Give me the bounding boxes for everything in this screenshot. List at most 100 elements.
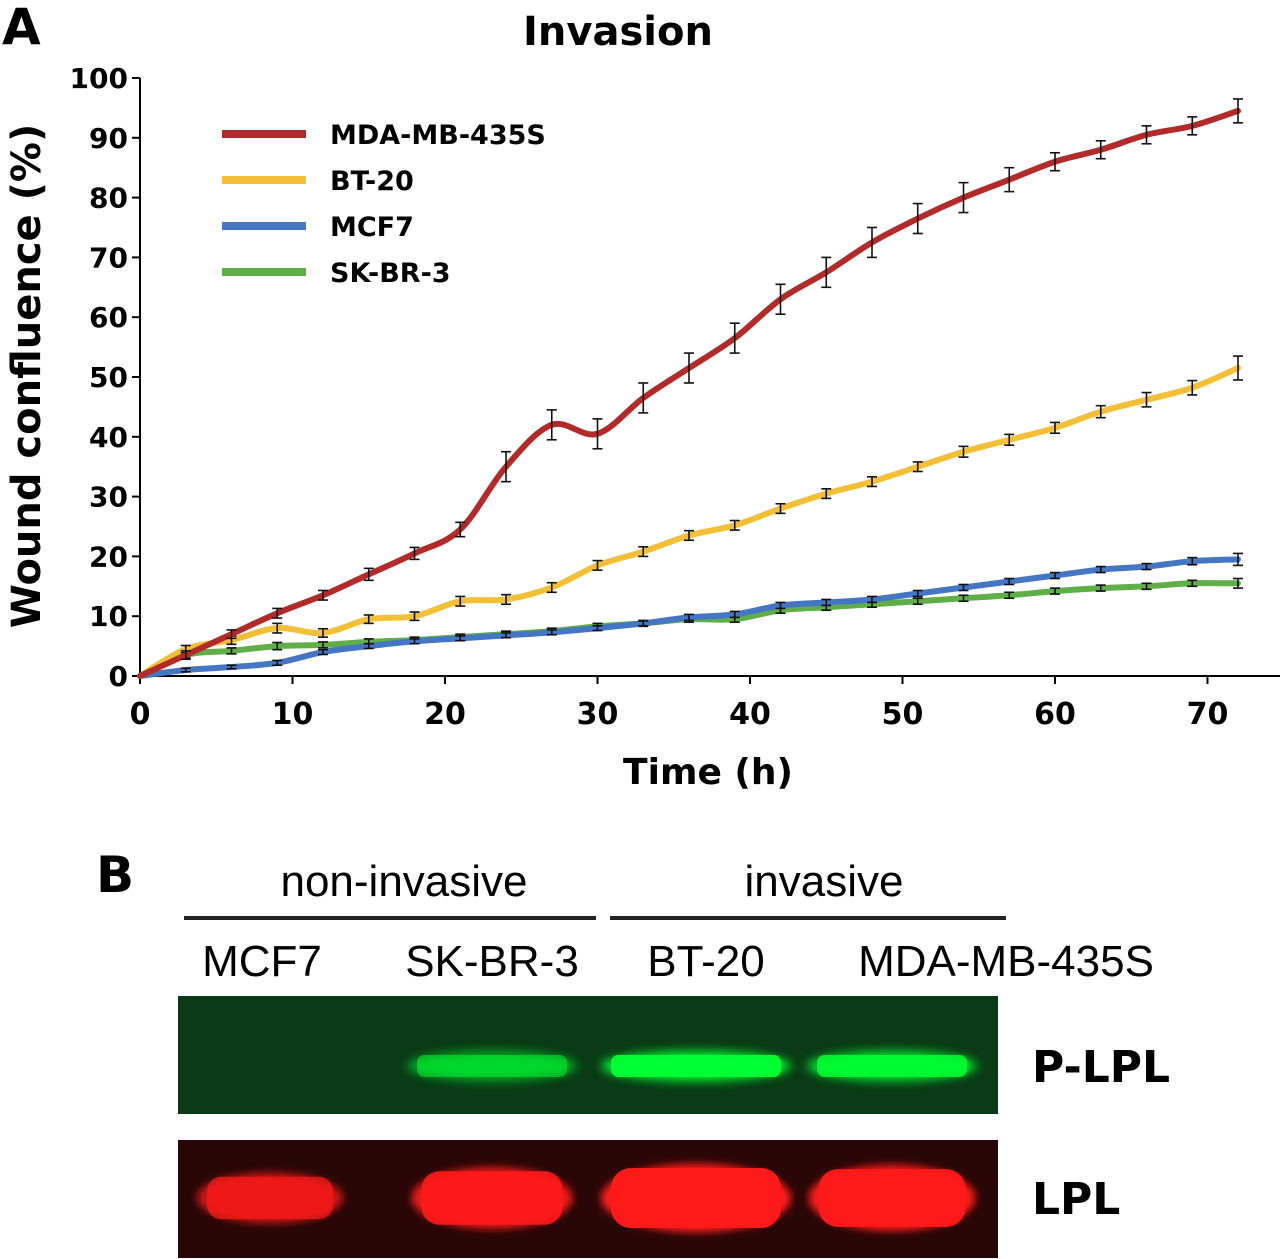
blot-row-p-lpl xyxy=(178,996,998,1114)
error-bar xyxy=(409,546,420,561)
legend-label-mcf7: MCF7 xyxy=(330,212,414,243)
blot-band-core xyxy=(818,1169,966,1227)
legend: MDA-MB-435S BT-20 MCF7 SK-BR-3 xyxy=(222,120,546,289)
error-bar xyxy=(729,519,740,531)
error-bar xyxy=(867,595,877,604)
error-bar xyxy=(1187,116,1198,136)
error-bar xyxy=(592,624,603,632)
error-bar xyxy=(775,502,786,515)
error-bar xyxy=(180,667,191,673)
legend-label-mda-mb-435s: MDA-MB-435S xyxy=(330,120,546,151)
error-bar xyxy=(729,610,740,619)
error-bar xyxy=(1095,565,1106,574)
error-bar xyxy=(912,202,923,235)
error-bar xyxy=(1004,591,1015,600)
error-bar xyxy=(638,620,649,627)
error-bar xyxy=(1095,139,1106,160)
error-bar xyxy=(1233,355,1243,381)
blot-band-core xyxy=(421,1171,563,1225)
panel-a-label: A xyxy=(2,0,41,56)
error-bar xyxy=(1187,556,1198,566)
error-bar xyxy=(684,529,694,542)
series-sk-br-3 xyxy=(137,577,1243,679)
error-bar xyxy=(546,581,557,594)
axes xyxy=(132,77,1280,684)
error-bar xyxy=(1050,421,1060,435)
x-tick-label: 70 xyxy=(1187,697,1229,732)
chart-title: Invasion xyxy=(523,9,713,55)
panel-b-western-blot: B non-invasive invasive MCF7 SK-BR-3 BT-… xyxy=(96,846,1170,1258)
error-bar xyxy=(912,461,923,473)
error-bar xyxy=(455,635,466,642)
error-bar xyxy=(226,629,237,640)
lane-label-sk-br-3: SK-BR-3 xyxy=(405,937,579,986)
error-bar xyxy=(272,659,283,667)
error-bar xyxy=(1141,125,1152,145)
error-bar xyxy=(226,647,237,655)
error-bar xyxy=(501,450,511,483)
x-tick-label: 10 xyxy=(272,697,314,732)
error-bar xyxy=(821,488,832,500)
lane-label-mda-mb-435s: MDA-MB-435S xyxy=(858,937,1154,986)
y-axis-label: Wound confluence (%) xyxy=(4,124,50,629)
error-bar xyxy=(1004,433,1015,446)
error-bar xyxy=(455,521,466,538)
error-bar xyxy=(1141,562,1152,571)
error-bar xyxy=(318,641,328,649)
error-bar xyxy=(1095,584,1106,592)
blot-rows xyxy=(178,996,998,1258)
blot-label-lpl: LPL xyxy=(1032,1174,1120,1225)
x-axis-label: Time (h) xyxy=(623,752,793,793)
error-bar xyxy=(1187,379,1198,396)
y-tick-label: 70 xyxy=(89,241,128,274)
blot-band-core xyxy=(611,1168,781,1228)
legend-label-bt-20: BT-20 xyxy=(330,166,414,197)
x-tick-label: 50 xyxy=(882,697,924,732)
lane-label-bt-20: BT-20 xyxy=(647,937,764,986)
error-bar xyxy=(684,352,694,384)
y-tick-label: 100 xyxy=(70,62,128,95)
error-bar xyxy=(180,650,191,661)
error-bar xyxy=(1233,577,1243,589)
error-bar xyxy=(455,595,466,607)
series-lines xyxy=(137,98,1243,679)
error-bar xyxy=(912,597,923,606)
blot-band-core xyxy=(207,1176,333,1220)
error-bar xyxy=(729,322,740,354)
error-bar xyxy=(363,642,374,650)
blot-band-core xyxy=(417,1055,567,1077)
error-bar xyxy=(958,445,969,458)
group-label-non-invasive: non-invasive xyxy=(280,857,527,906)
error-bar xyxy=(1233,98,1243,124)
error-bar xyxy=(1141,391,1152,408)
error-bar xyxy=(912,589,923,598)
x-tick-label: 40 xyxy=(729,697,771,732)
error-bar xyxy=(821,256,832,289)
error-bar xyxy=(272,641,283,651)
x-tick-label: 60 xyxy=(1034,697,1076,732)
error-bar xyxy=(501,593,511,606)
blot-row-lpl xyxy=(178,1140,998,1258)
error-bar xyxy=(501,632,511,639)
error-bar xyxy=(638,546,649,558)
error-bar xyxy=(272,607,283,619)
error-bar xyxy=(958,181,969,214)
x-tick-label: 0 xyxy=(130,697,151,732)
series-mcf7 xyxy=(137,552,1243,679)
error-bar xyxy=(1050,587,1060,595)
blot-band-core xyxy=(611,1055,781,1077)
error-bar xyxy=(775,601,786,610)
error-bar xyxy=(546,409,557,441)
series-line-bt-20 xyxy=(137,365,1241,679)
group-label-invasive: invasive xyxy=(745,857,904,906)
panel-b-label: B xyxy=(96,846,134,904)
error-bar xyxy=(638,382,649,414)
error-bar xyxy=(409,638,420,645)
x-tick-label: 30 xyxy=(577,697,619,732)
blot-label-p-lpl: P-LPL xyxy=(1032,1042,1170,1093)
error-bar xyxy=(318,648,328,656)
series-mda-mb-435s xyxy=(137,98,1243,679)
y-tick-label: 0 xyxy=(109,660,128,693)
error-bar xyxy=(272,622,283,634)
error-bar xyxy=(592,418,603,450)
